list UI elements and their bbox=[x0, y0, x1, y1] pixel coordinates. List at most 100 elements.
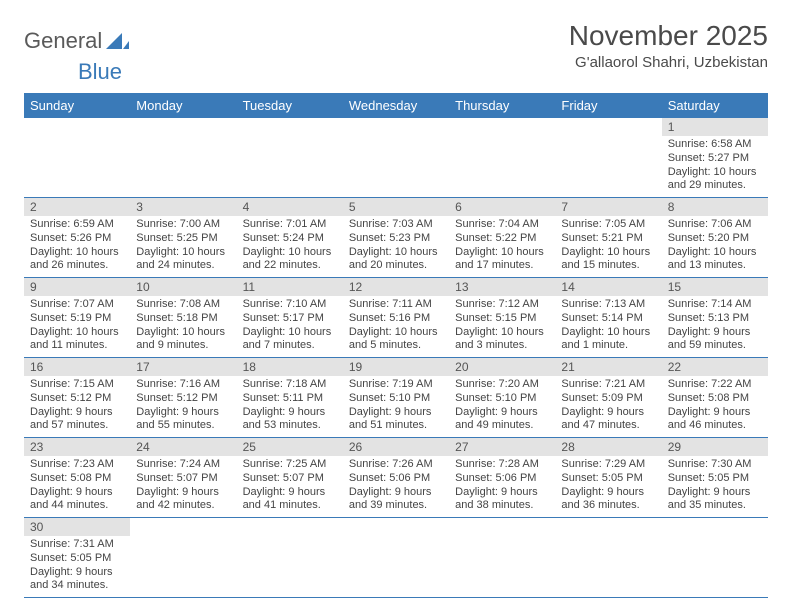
day-number: 5 bbox=[343, 198, 449, 216]
daylight-text: Daylight: 10 hours and 20 minutes. bbox=[349, 246, 443, 274]
week-row: 16Sunrise: 7:15 AMSunset: 5:12 PMDayligh… bbox=[24, 358, 768, 438]
sunrise-text: Sunrise: 7:01 AM bbox=[243, 218, 337, 232]
daylight-text: Daylight: 9 hours and 39 minutes. bbox=[349, 486, 443, 514]
weekday-tue: Tuesday bbox=[237, 93, 343, 118]
day-number: 27 bbox=[449, 438, 555, 456]
daylight-text: Daylight: 9 hours and 36 minutes. bbox=[561, 486, 655, 514]
sunrise-text: Sunrise: 7:10 AM bbox=[243, 298, 337, 312]
daylight-text: Daylight: 9 hours and 38 minutes. bbox=[455, 486, 549, 514]
day-number: 26 bbox=[343, 438, 449, 456]
sunset-text: Sunset: 5:13 PM bbox=[668, 312, 762, 326]
weekday-wed: Wednesday bbox=[343, 93, 449, 118]
sunset-text: Sunset: 5:17 PM bbox=[243, 312, 337, 326]
day-number: 9 bbox=[24, 278, 130, 296]
week-row: 9Sunrise: 7:07 AMSunset: 5:19 PMDaylight… bbox=[24, 278, 768, 358]
daylight-text: Daylight: 9 hours and 41 minutes. bbox=[243, 486, 337, 514]
day-cell: 12Sunrise: 7:11 AMSunset: 5:16 PMDayligh… bbox=[343, 278, 449, 357]
daylight-text: Daylight: 9 hours and 47 minutes. bbox=[561, 406, 655, 434]
day-body: Sunrise: 7:24 AMSunset: 5:07 PMDaylight:… bbox=[130, 456, 236, 517]
sunset-text: Sunset: 5:05 PM bbox=[668, 472, 762, 486]
empty-cell bbox=[343, 518, 449, 597]
day-body: Sunrise: 7:07 AMSunset: 5:19 PMDaylight:… bbox=[24, 296, 130, 357]
sunset-text: Sunset: 5:21 PM bbox=[561, 232, 655, 246]
daylight-text: Daylight: 9 hours and 35 minutes. bbox=[668, 486, 762, 514]
day-cell: 24Sunrise: 7:24 AMSunset: 5:07 PMDayligh… bbox=[130, 438, 236, 517]
week-row: 1Sunrise: 6:58 AMSunset: 5:27 PMDaylight… bbox=[24, 118, 768, 198]
day-cell: 15Sunrise: 7:14 AMSunset: 5:13 PMDayligh… bbox=[662, 278, 768, 357]
sunset-text: Sunset: 5:07 PM bbox=[243, 472, 337, 486]
calendar-page: General November 2025 G'allaorol Shahri,… bbox=[0, 0, 792, 598]
day-body: Sunrise: 7:18 AMSunset: 5:11 PMDaylight:… bbox=[237, 376, 343, 437]
day-cell: 20Sunrise: 7:20 AMSunset: 5:10 PMDayligh… bbox=[449, 358, 555, 437]
sunset-text: Sunset: 5:16 PM bbox=[349, 312, 443, 326]
sunrise-text: Sunrise: 7:22 AM bbox=[668, 378, 762, 392]
sunrise-text: Sunrise: 7:14 AM bbox=[668, 298, 762, 312]
sunrise-text: Sunrise: 7:05 AM bbox=[561, 218, 655, 232]
day-cell: 1Sunrise: 6:58 AMSunset: 5:27 PMDaylight… bbox=[662, 118, 768, 197]
day-cell: 10Sunrise: 7:08 AMSunset: 5:18 PMDayligh… bbox=[130, 278, 236, 357]
sunset-text: Sunset: 5:20 PM bbox=[668, 232, 762, 246]
day-body: Sunrise: 7:13 AMSunset: 5:14 PMDaylight:… bbox=[555, 296, 661, 357]
daylight-text: Daylight: 9 hours and 49 minutes. bbox=[455, 406, 549, 434]
sunset-text: Sunset: 5:09 PM bbox=[561, 392, 655, 406]
sunrise-text: Sunrise: 7:19 AM bbox=[349, 378, 443, 392]
day-body: Sunrise: 7:11 AMSunset: 5:16 PMDaylight:… bbox=[343, 296, 449, 357]
day-cell: 16Sunrise: 7:15 AMSunset: 5:12 PMDayligh… bbox=[24, 358, 130, 437]
day-number: 3 bbox=[130, 198, 236, 216]
day-number: 4 bbox=[237, 198, 343, 216]
sunset-text: Sunset: 5:25 PM bbox=[136, 232, 230, 246]
sunset-text: Sunset: 5:18 PM bbox=[136, 312, 230, 326]
sunrise-text: Sunrise: 7:28 AM bbox=[455, 458, 549, 472]
day-number: 11 bbox=[237, 278, 343, 296]
sunset-text: Sunset: 5:08 PM bbox=[30, 472, 124, 486]
day-number: 16 bbox=[24, 358, 130, 376]
day-cell: 25Sunrise: 7:25 AMSunset: 5:07 PMDayligh… bbox=[237, 438, 343, 517]
daylight-text: Daylight: 9 hours and 57 minutes. bbox=[30, 406, 124, 434]
sunset-text: Sunset: 5:08 PM bbox=[668, 392, 762, 406]
day-body: Sunrise: 7:16 AMSunset: 5:12 PMDaylight:… bbox=[130, 376, 236, 437]
day-cell: 17Sunrise: 7:16 AMSunset: 5:12 PMDayligh… bbox=[130, 358, 236, 437]
day-number: 30 bbox=[24, 518, 130, 536]
daylight-text: Daylight: 10 hours and 9 minutes. bbox=[136, 326, 230, 354]
day-body: Sunrise: 7:10 AMSunset: 5:17 PMDaylight:… bbox=[237, 296, 343, 357]
empty-cell bbox=[449, 118, 555, 197]
weeks-container: 1Sunrise: 6:58 AMSunset: 5:27 PMDaylight… bbox=[24, 118, 768, 598]
sunrise-text: Sunrise: 7:18 AM bbox=[243, 378, 337, 392]
daylight-text: Daylight: 9 hours and 55 minutes. bbox=[136, 406, 230, 434]
empty-cell bbox=[662, 518, 768, 597]
day-cell: 13Sunrise: 7:12 AMSunset: 5:15 PMDayligh… bbox=[449, 278, 555, 357]
sunset-text: Sunset: 5:12 PM bbox=[136, 392, 230, 406]
daylight-text: Daylight: 10 hours and 7 minutes. bbox=[243, 326, 337, 354]
day-number: 18 bbox=[237, 358, 343, 376]
day-cell: 3Sunrise: 7:00 AMSunset: 5:25 PMDaylight… bbox=[130, 198, 236, 277]
day-number: 23 bbox=[24, 438, 130, 456]
empty-cell bbox=[449, 518, 555, 597]
day-body: Sunrise: 7:28 AMSunset: 5:06 PMDaylight:… bbox=[449, 456, 555, 517]
day-number: 10 bbox=[130, 278, 236, 296]
empty-cell bbox=[555, 118, 661, 197]
sunrise-text: Sunrise: 7:16 AM bbox=[136, 378, 230, 392]
sunrise-text: Sunrise: 7:06 AM bbox=[668, 218, 762, 232]
daylight-text: Daylight: 10 hours and 24 minutes. bbox=[136, 246, 230, 274]
sunset-text: Sunset: 5:15 PM bbox=[455, 312, 549, 326]
day-number: 24 bbox=[130, 438, 236, 456]
week-row: 30Sunrise: 7:31 AMSunset: 5:05 PMDayligh… bbox=[24, 518, 768, 598]
sunrise-text: Sunrise: 7:13 AM bbox=[561, 298, 655, 312]
empty-cell bbox=[130, 118, 236, 197]
daylight-text: Daylight: 10 hours and 22 minutes. bbox=[243, 246, 337, 274]
sunset-text: Sunset: 5:10 PM bbox=[455, 392, 549, 406]
day-cell: 29Sunrise: 7:30 AMSunset: 5:05 PMDayligh… bbox=[662, 438, 768, 517]
sunset-text: Sunset: 5:05 PM bbox=[561, 472, 655, 486]
day-number: 2 bbox=[24, 198, 130, 216]
empty-cell bbox=[24, 118, 130, 197]
sunrise-text: Sunrise: 7:11 AM bbox=[349, 298, 443, 312]
title-block: November 2025 G'allaorol Shahri, Uzbekis… bbox=[569, 20, 768, 71]
day-cell: 22Sunrise: 7:22 AMSunset: 5:08 PMDayligh… bbox=[662, 358, 768, 437]
day-body: Sunrise: 7:22 AMSunset: 5:08 PMDaylight:… bbox=[662, 376, 768, 437]
calendar: Sunday Monday Tuesday Wednesday Thursday… bbox=[24, 93, 768, 598]
day-number: 28 bbox=[555, 438, 661, 456]
brand-word1: General bbox=[24, 28, 102, 54]
month-title: November 2025 bbox=[569, 20, 768, 52]
weekday-thu: Thursday bbox=[449, 93, 555, 118]
day-number: 20 bbox=[449, 358, 555, 376]
